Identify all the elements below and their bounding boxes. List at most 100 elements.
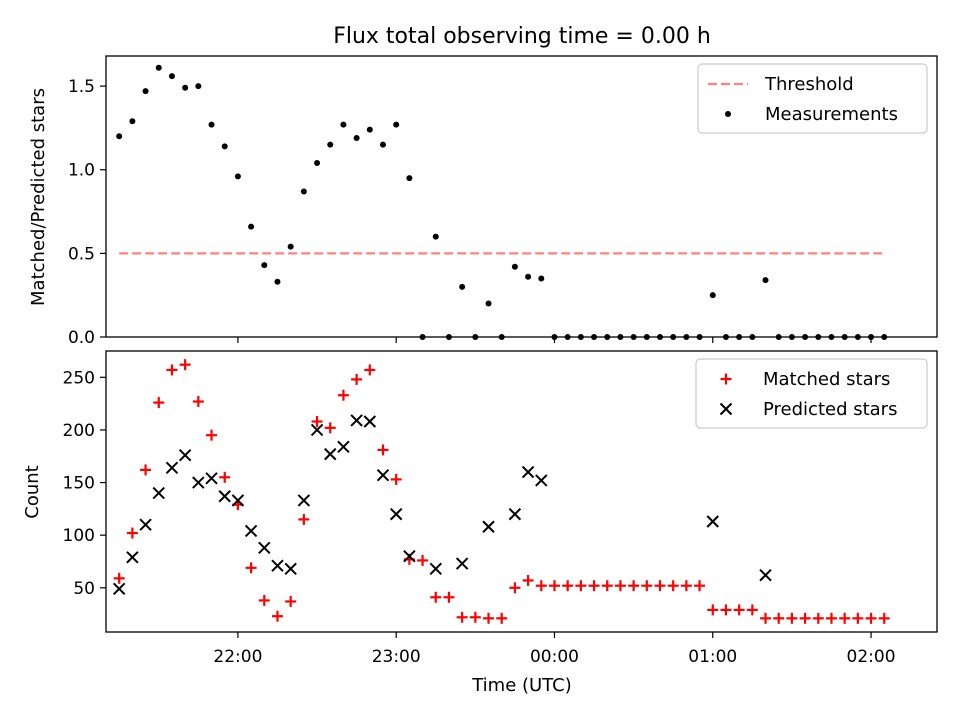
- bottom-ytick-label: 100: [63, 526, 95, 546]
- measurement-point: [419, 334, 426, 340]
- predicted-star-point-b: [192, 476, 205, 489]
- predicted-star-point: [126, 551, 139, 564]
- matched-star-point: [825, 612, 837, 624]
- matched-star-point: [126, 527, 138, 539]
- matched-star-point: [153, 397, 165, 409]
- matched-star-point: [271, 610, 283, 622]
- matched-star-point: [680, 580, 692, 592]
- matched-star-point: [614, 580, 626, 592]
- predicted-star-point: [192, 476, 205, 489]
- predicted-star-point-b: [165, 461, 179, 475]
- matched-star-point: [298, 513, 310, 525]
- measurement-point: [182, 84, 189, 91]
- matched-star-point: [390, 473, 402, 485]
- matched-star-point: [535, 580, 547, 592]
- bottom-plot-marks: [112, 359, 890, 624]
- matched-star-point: [601, 580, 613, 592]
- measurement-point: [221, 143, 228, 150]
- predicted-star-point: [508, 507, 522, 521]
- measurement-point: [657, 334, 663, 340]
- matched-star-point: [219, 471, 231, 483]
- predicted-star-point-b: [284, 562, 297, 576]
- x-tick-label: 23:00: [372, 647, 421, 667]
- measurement-point: [406, 175, 413, 182]
- predicted-star-point: [231, 494, 245, 507]
- x-tick-label: 22:00: [213, 647, 262, 667]
- predicted-star-point: [521, 465, 535, 479]
- predicted-star-point-b: [363, 415, 377, 428]
- x-axis-label: Time (UTC): [471, 675, 572, 696]
- predicted-legend-swatch: [719, 402, 733, 416]
- measurement-point: [802, 334, 809, 340]
- matched-star-point: [628, 580, 640, 592]
- matched-star-point: [667, 580, 679, 592]
- bottom-ytick-label: 250: [63, 368, 95, 388]
- predicted-star-point-b: [429, 562, 442, 576]
- predicted-star-point: [244, 524, 258, 538]
- measurement-point: [538, 275, 545, 282]
- predicted-star-point-b: [231, 494, 245, 507]
- matched-star-point: [654, 580, 666, 592]
- predicted-star-point: [324, 447, 337, 461]
- measurement-point: [788, 334, 795, 340]
- bottom-ytick-label: 200: [63, 421, 95, 441]
- predicted-star-point-b: [508, 507, 522, 521]
- predicted-star-point-b: [455, 557, 469, 570]
- measurement-point: [577, 334, 584, 340]
- predicted-star-point-b: [389, 507, 403, 521]
- measurement-point: [643, 334, 650, 340]
- x-tick-label: 01:00: [688, 647, 737, 667]
- predicted-star-point: [403, 550, 416, 563]
- predicted-star-point-b: [482, 520, 495, 533]
- top-ytick-label: 0.0: [68, 328, 95, 348]
- measurement-point: [525, 273, 532, 280]
- top-plot-marks: [116, 64, 888, 340]
- matched-star-point: [812, 612, 824, 624]
- predicted-star-point: [337, 440, 350, 453]
- matched-star-point: [351, 373, 363, 385]
- measurements-legend-swatch: [725, 111, 731, 117]
- bottom-legend-box: [695, 358, 928, 429]
- predicted-star-point-b: [139, 518, 152, 531]
- measurement-point: [287, 243, 294, 250]
- measurement-point: [366, 126, 373, 133]
- measurement-point: [630, 334, 637, 340]
- matched-star-point: [786, 612, 798, 624]
- matched-star-point: [852, 612, 864, 624]
- measurement-point: [881, 334, 888, 340]
- predicted-star-point: [271, 559, 284, 572]
- measurement-point: [749, 334, 756, 340]
- predicted-star-point: [535, 474, 548, 487]
- predicted-star-point: [310, 423, 324, 437]
- matched-star-point: [417, 554, 429, 566]
- matched-legend-label: Matched stars: [763, 369, 890, 390]
- matched-star-point: [377, 444, 389, 456]
- predicted-star-point-b: [218, 490, 231, 503]
- measurement-point: [168, 73, 175, 80]
- predicted-star-point-b: [126, 551, 139, 564]
- predicted-star-point: [363, 415, 377, 428]
- predicted-star-point-b: [706, 515, 719, 528]
- predicted-star-point-b: [376, 468, 390, 482]
- measurement-point: [459, 283, 466, 290]
- predicted-star-point: [284, 562, 297, 576]
- predicted-star-point-b: [178, 448, 192, 462]
- predicted-star-point-b: [350, 414, 363, 427]
- measurement-point: [775, 334, 782, 340]
- matched-star-point: [588, 580, 600, 592]
- matched-star-point: [113, 572, 125, 584]
- matched-star-point: [865, 612, 877, 624]
- measurement-point: [709, 292, 716, 299]
- predicted-star-point: [389, 507, 403, 521]
- measurement-point: [380, 141, 386, 148]
- matched-star-point: [324, 422, 336, 434]
- matched-star-point: [799, 612, 811, 624]
- measurement-point: [300, 188, 307, 195]
- predicted-star-point-b: [310, 423, 324, 437]
- matched-star-point: [469, 611, 481, 623]
- measurement-point: [736, 334, 743, 340]
- matched-star-point: [562, 580, 574, 592]
- matched-star-point: [456, 611, 468, 623]
- threshold-legend-label: Threshold: [764, 74, 854, 95]
- matched-star-point: [720, 604, 732, 616]
